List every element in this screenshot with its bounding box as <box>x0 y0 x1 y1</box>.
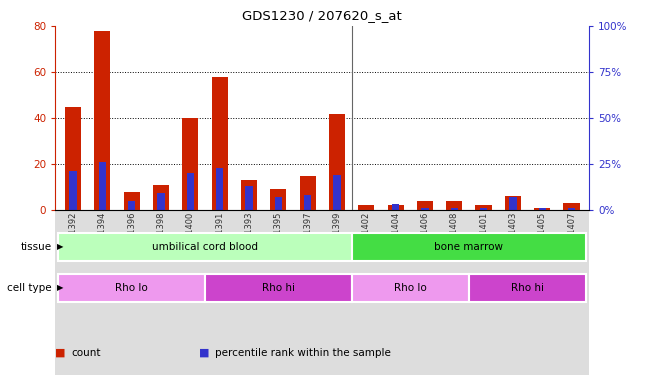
Text: count: count <box>72 348 101 357</box>
Bar <box>480 208 487 210</box>
Bar <box>469 274 586 302</box>
Text: ▶: ▶ <box>57 284 63 292</box>
Text: ■: ■ <box>199 348 209 357</box>
Bar <box>509 197 516 210</box>
Bar <box>270 189 286 210</box>
Bar <box>358 206 374 210</box>
Bar <box>446 201 462 210</box>
Bar <box>59 232 352 261</box>
Bar <box>182 118 199 210</box>
Bar <box>299 176 316 210</box>
Bar <box>59 274 205 302</box>
Bar <box>564 203 579 210</box>
Bar <box>55 210 589 375</box>
Bar <box>187 173 194 210</box>
Text: Rho hi: Rho hi <box>262 283 295 293</box>
Bar <box>421 208 428 210</box>
Text: GDS1230 / 207620_s_at: GDS1230 / 207620_s_at <box>242 9 402 22</box>
Bar <box>450 208 458 210</box>
Bar <box>392 204 399 210</box>
Bar <box>505 196 521 210</box>
Bar <box>387 206 404 210</box>
Text: umbilical cord blood: umbilical cord blood <box>152 242 258 252</box>
Bar <box>329 114 345 210</box>
Bar <box>475 206 492 210</box>
Bar <box>98 162 106 210</box>
Text: ■: ■ <box>55 348 66 357</box>
Bar <box>333 175 340 210</box>
Bar <box>153 185 169 210</box>
Bar <box>212 77 228 210</box>
Bar <box>69 171 77 210</box>
Bar <box>124 192 140 210</box>
Bar <box>352 274 469 302</box>
Bar <box>538 208 546 210</box>
Bar <box>241 180 257 210</box>
Bar <box>216 168 223 210</box>
Bar <box>128 201 135 210</box>
Text: Rho hi: Rho hi <box>511 283 544 293</box>
Bar <box>205 274 352 302</box>
Text: ▶: ▶ <box>57 242 63 251</box>
Text: cell type: cell type <box>7 283 52 293</box>
Bar <box>534 208 550 210</box>
Bar <box>158 194 165 210</box>
Text: Rho lo: Rho lo <box>394 283 426 293</box>
Bar <box>245 186 253 210</box>
Text: Rho lo: Rho lo <box>115 283 148 293</box>
Text: bone marrow: bone marrow <box>434 242 503 252</box>
Bar <box>568 208 575 210</box>
Bar <box>94 31 110 210</box>
Bar <box>65 106 81 210</box>
Text: tissue: tissue <box>21 242 52 252</box>
Bar <box>417 201 433 210</box>
Bar <box>304 195 311 210</box>
Bar <box>275 197 282 210</box>
Bar <box>352 232 586 261</box>
Text: percentile rank within the sample: percentile rank within the sample <box>215 348 391 357</box>
